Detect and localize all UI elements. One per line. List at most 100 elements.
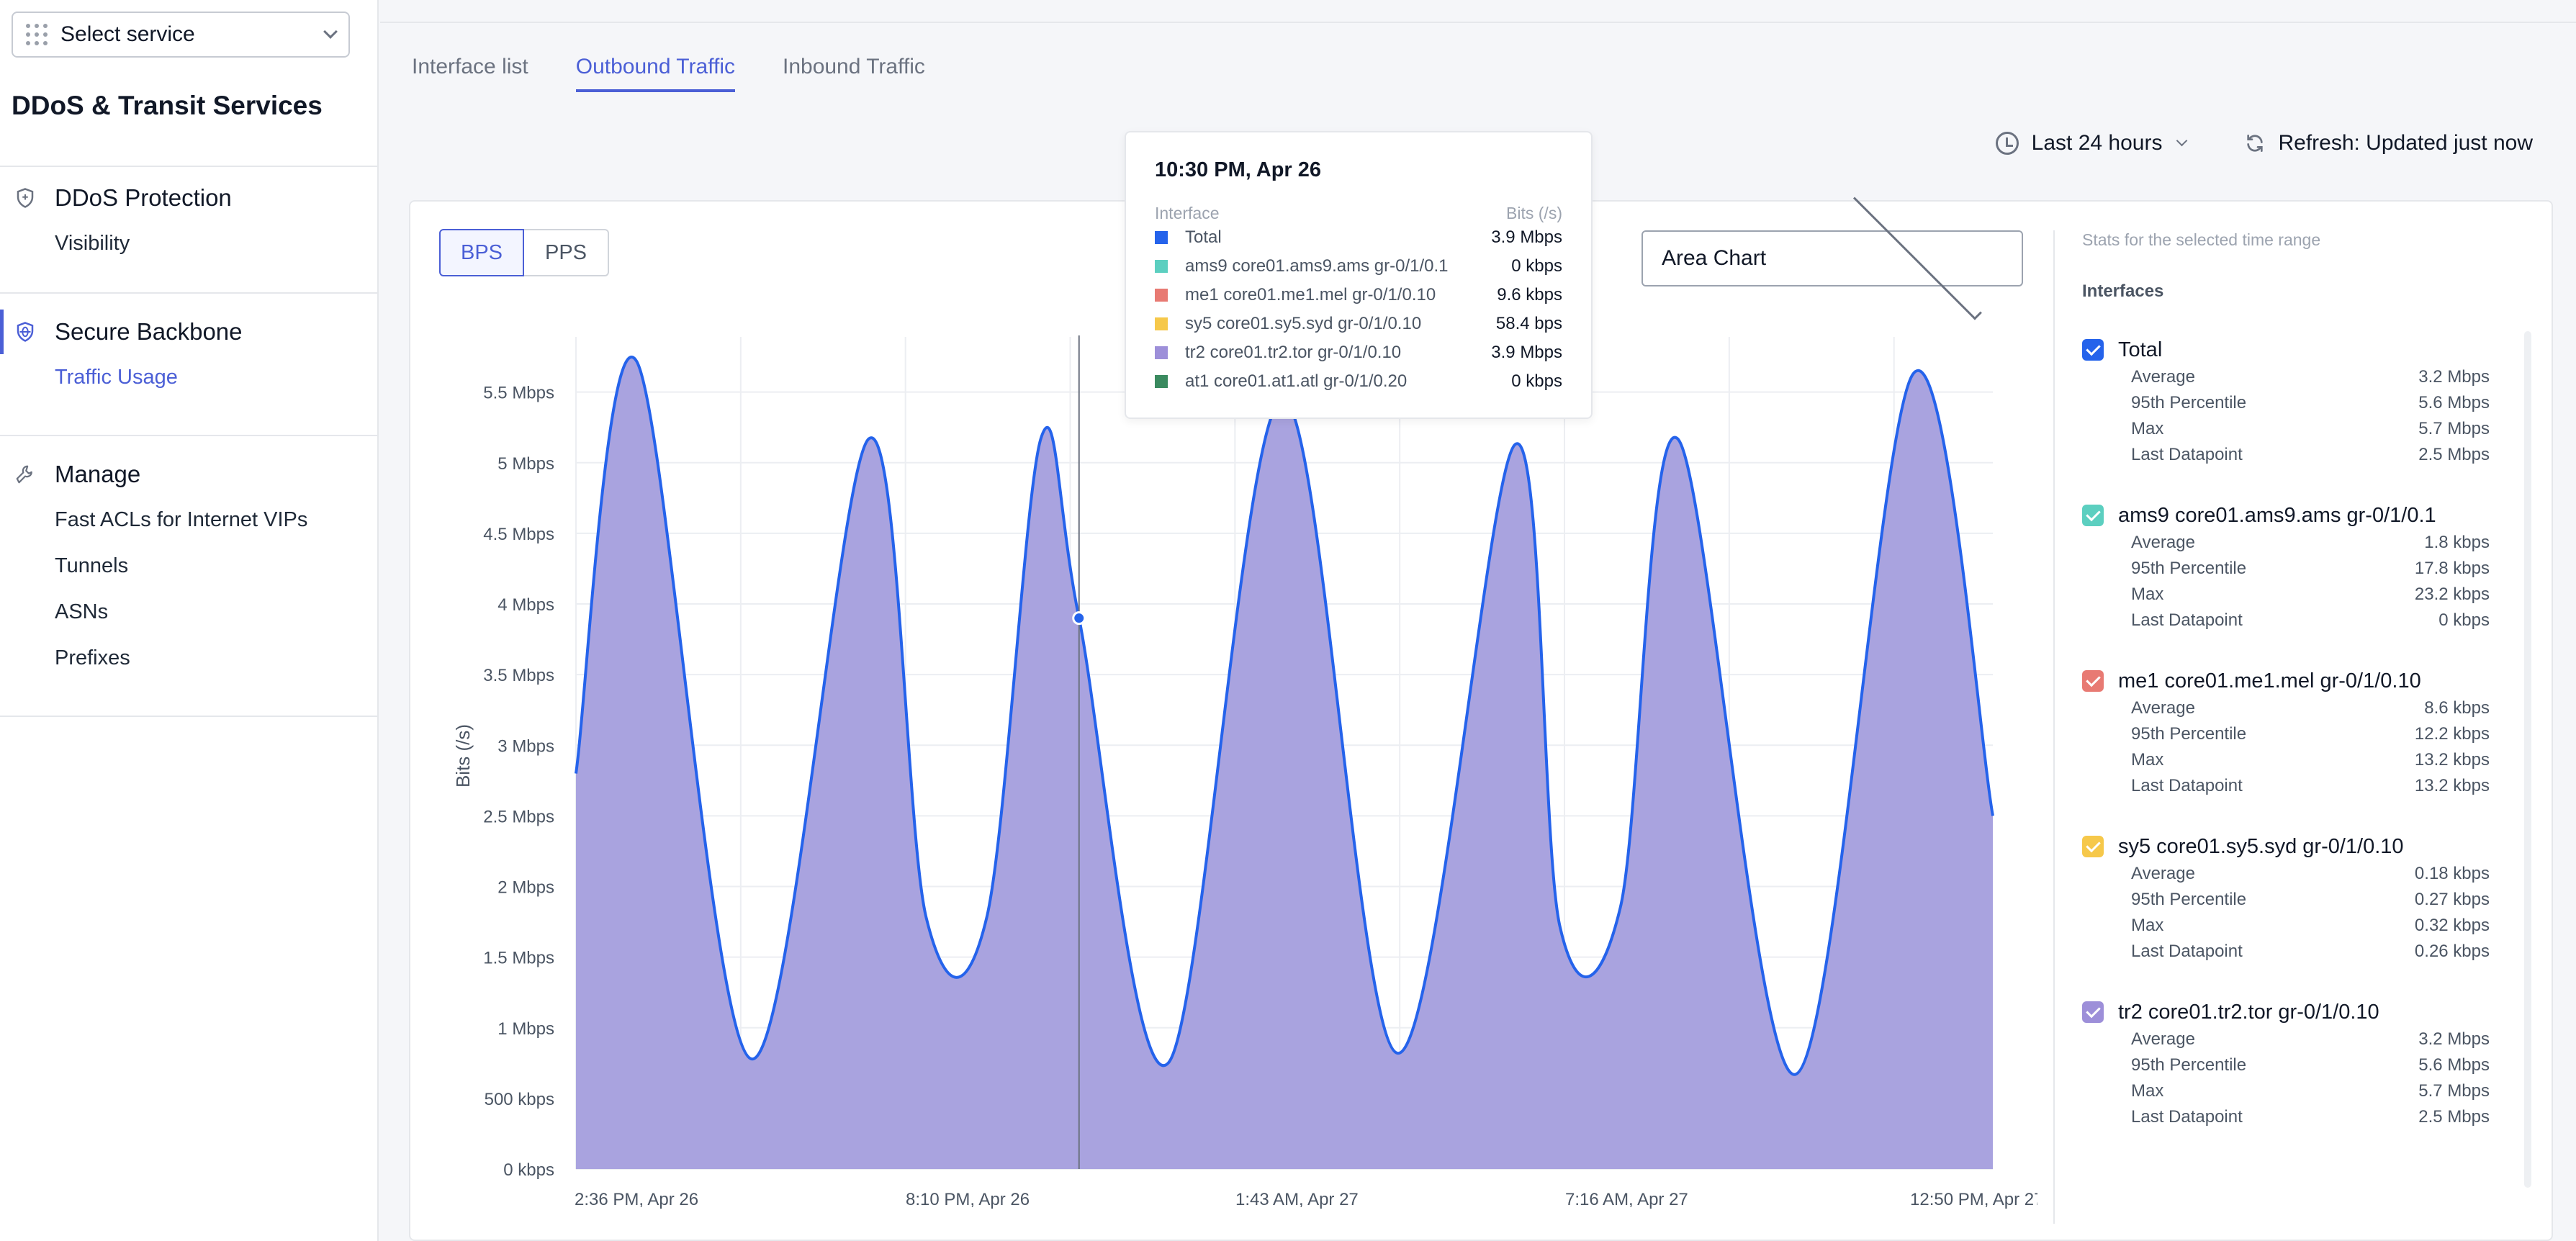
- stat-row: Last Datapoint 2.5 Mbps: [2082, 442, 2500, 468]
- stats-interface: me1 core01.me1.mel gr-0/1/0.10 Average 8.6…: [2082, 667, 2500, 799]
- stats-interface-header[interactable]: me1 core01.me1.mel gr-0/1/0.10: [2082, 667, 2500, 695]
- tooltip-row-value: 3.9 Mbps: [1491, 227, 1562, 247]
- interface-checkbox[interactable]: [2082, 505, 2104, 526]
- time-controls: Last 24 hours Refresh: Updated just now: [1995, 131, 2533, 155]
- nav-section-manage-label: Manage: [55, 461, 141, 487]
- nav-item-traffic-usage[interactable]: Traffic Usage: [55, 366, 178, 389]
- stat-row: 95th Percentile 0.27 kbps: [2082, 887, 2500, 913]
- stat-label: Last Datapoint: [2131, 610, 2243, 630]
- stats-scrollbar[interactable]: [2524, 331, 2531, 1188]
- nav-item-prefixes[interactable]: Prefixes: [55, 646, 130, 669]
- tooltip-row: me1 core01.me1.mel gr-0/1/0.10 9.6 kbps: [1155, 281, 1562, 310]
- tab-inbound-traffic[interactable]: Inbound Traffic: [782, 55, 925, 78]
- stat-label: Max: [2131, 750, 2164, 770]
- refresh-button[interactable]: Refresh: Updated just now: [2243, 131, 2533, 155]
- stat-row: Last Datapoint 2.5 Mbps: [2082, 1104, 2500, 1130]
- tooltip-col-interface: Interface: [1155, 204, 1220, 222]
- nav-section-backbone-header[interactable]: Secure Backbone: [0, 310, 379, 354]
- stat-value: 0.27 kbps: [2414, 890, 2490, 909]
- shield-icon: [13, 186, 37, 210]
- stats-interface: tr2 core01.tr2.tor gr-0/1/0.10 Average 3.2…: [2082, 998, 2500, 1130]
- interface-checkbox[interactable]: [2082, 836, 2104, 857]
- stat-value: 3.2 Mbps: [2418, 1029, 2490, 1049]
- stat-row: 95th Percentile 17.8 kbps: [2082, 556, 2500, 582]
- stat-row: Max 5.7 Mbps: [2082, 416, 2500, 442]
- y-tick-label: 4.5 Mbps: [483, 525, 554, 544]
- stat-label: Last Datapoint: [2131, 1107, 2243, 1127]
- wrench-icon: [13, 462, 37, 487]
- stat-label: 95th Percentile: [2131, 559, 2247, 578]
- stat-value: 0.18 kbps: [2414, 864, 2490, 883]
- chart-type-value: Area Chart: [1662, 246, 1767, 270]
- legend-swatch: [1155, 289, 1168, 302]
- refresh-icon: [2243, 132, 2266, 155]
- stat-row: 95th Percentile 5.6 Mbps: [2082, 1052, 2500, 1078]
- stat-value: 0.26 kbps: [2414, 942, 2490, 961]
- area-chart[interactable]: 0 kbps 500 kbps 1 Mbps 1.5 Mbps 2 Mbps 2.5 Mb…: [410, 202, 2037, 1241]
- stats-interface-header[interactable]: sy5 core01.sy5.syd gr-0/1/0.10: [2082, 832, 2500, 861]
- nav-item-tunnels[interactable]: Tunnels: [55, 554, 129, 577]
- stat-value: 2.5 Mbps: [2418, 445, 2490, 464]
- interface-checkbox[interactable]: [2082, 339, 2104, 361]
- unit-toggle: BPS PPS: [439, 229, 609, 276]
- bps-toggle-button[interactable]: BPS: [439, 229, 524, 276]
- stat-label: Average: [2131, 698, 2195, 718]
- time-range-select[interactable]: Last 24 hours: [1995, 131, 2188, 155]
- tooltip-row-name: Total: [1185, 227, 1222, 247]
- stat-row: Last Datapoint 0 kbps: [2082, 608, 2500, 633]
- stats-interfaces-title: Interfaces: [2082, 281, 2164, 301]
- nav-item-asns[interactable]: ASNs: [55, 600, 109, 623]
- sidebar: Select service DDoS & Transit Services D…: [0, 0, 379, 1241]
- stat-label: Average: [2131, 367, 2195, 387]
- tooltip-rows: Total 3.9 Mbps ams9 core01.ams9.ams gr-0/1…: [1155, 223, 1562, 396]
- stat-value: 5.6 Mbps: [2418, 1055, 2490, 1075]
- stats-interface: Total Average 3.2 Mbps 95th Percentile 5.6 M…: [2082, 335, 2500, 468]
- tab-interface-list[interactable]: Interface list: [412, 55, 528, 78]
- tab-outbound-traffic[interactable]: Outbound Traffic: [575, 55, 735, 92]
- y-tick-label: 4 Mbps: [497, 595, 554, 615]
- tooltip-row: sy5 core01.sy5.syd gr-0/1/0.10 58.4 bps: [1155, 310, 1562, 338]
- stats-interface-name: tr2 core01.tr2.tor gr-0/1/0.10: [2118, 1000, 2379, 1024]
- tooltip-row-value: 3.9 Mbps: [1491, 343, 1562, 362]
- stat-value: 23.2 kbps: [2414, 585, 2490, 604]
- legend-swatch: [1155, 346, 1168, 359]
- stats-interface-list[interactable]: Total Average 3.2 Mbps 95th Percentile 5.6 M…: [2082, 331, 2500, 1159]
- stats-interface-name: ams9 core01.ams9.ams gr-0/1/0.1: [2118, 503, 2436, 527]
- stat-row: Average 8.6 kbps: [2082, 695, 2500, 721]
- stat-row: Average 3.2 Mbps: [2082, 1026, 2500, 1052]
- nav-section-ddos-header[interactable]: DDoS Protection: [0, 176, 379, 220]
- nav-item-visibility[interactable]: Visibility: [55, 232, 130, 255]
- x-tick-label: 8:10 PM, Apr 26: [906, 1190, 1030, 1209]
- stat-value: 5.7 Mbps: [2418, 419, 2490, 438]
- nav-section-manage-header[interactable]: Manage: [0, 452, 379, 497]
- interface-checkbox[interactable]: [2082, 670, 2104, 692]
- tooltip-title: 10:30 PM, Apr 26: [1155, 158, 1322, 181]
- nav-section-backbone: Secure Backbone Traffic Usage: [0, 292, 379, 435]
- nav-item-fast-acls[interactable]: Fast ACLs for Internet VIPs: [55, 508, 308, 531]
- tooltip-row: tr2 core01.tr2.tor gr-0/1/0.10 3.9 Mbps: [1155, 338, 1562, 367]
- interface-checkbox[interactable]: [2082, 1001, 2104, 1023]
- service-select[interactable]: Select service: [12, 12, 350, 58]
- x-tick-label: 2:36 PM, Apr 26: [575, 1190, 698, 1209]
- stat-row: 95th Percentile 12.2 kbps: [2082, 721, 2500, 747]
- series-area-tr2: [576, 356, 1993, 1169]
- stat-value: 12.2 kbps: [2414, 724, 2490, 744]
- stat-label: Last Datapoint: [2131, 942, 2243, 961]
- active-section-indicator: [0, 310, 4, 354]
- stats-interface-header[interactable]: tr2 core01.tr2.tor gr-0/1/0.10: [2082, 998, 2500, 1026]
- sidebar-title: DDoS & Transit Services: [12, 91, 323, 120]
- top-header-strip: [380, 0, 2576, 23]
- stat-label: Last Datapoint: [2131, 445, 2243, 464]
- tooltip-row-value: 9.6 kbps: [1497, 285, 1562, 304]
- y-tick-label: 0 kbps: [503, 1160, 554, 1180]
- stat-value: 13.2 kbps: [2414, 750, 2490, 770]
- legend-swatch: [1155, 317, 1168, 330]
- chart-type-select[interactable]: Area Chart: [1641, 191, 2023, 320]
- stat-value: 5.7 Mbps: [2418, 1081, 2490, 1101]
- pps-toggle-button[interactable]: PPS: [524, 229, 609, 276]
- y-tick-label: 5.5 Mbps: [483, 384, 554, 403]
- stat-value: 8.6 kbps: [2424, 698, 2490, 718]
- stats-interface-header[interactable]: Total: [2082, 335, 2500, 364]
- stats-interface-header[interactable]: ams9 core01.ams9.ams gr-0/1/0.1: [2082, 501, 2500, 530]
- nav-section-manage: Manage Fast ACLs for Internet VIPs Tunne…: [0, 435, 379, 717]
